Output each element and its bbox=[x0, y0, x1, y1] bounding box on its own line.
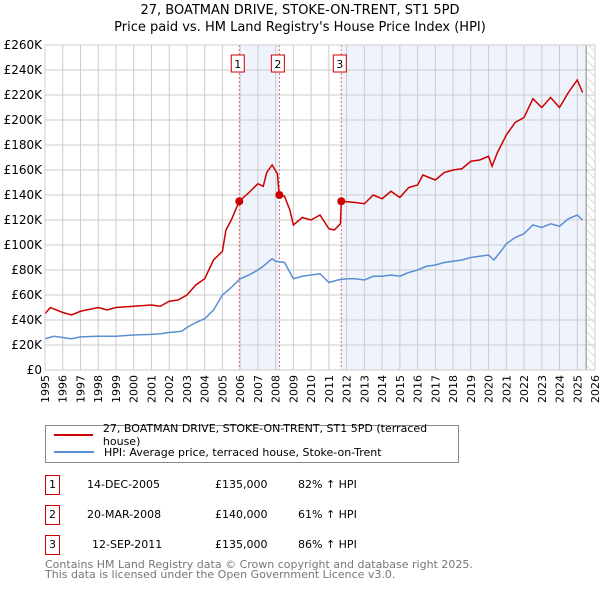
transaction-hpi: 82% ↑ HPI bbox=[298, 478, 357, 491]
y-tick-label: £60K bbox=[11, 288, 43, 302]
x-tick-label: 1997 bbox=[74, 375, 87, 403]
sale-marker-label: 3 bbox=[336, 58, 343, 71]
transaction-hpi: 61% ↑ HPI bbox=[298, 508, 357, 521]
x-tick-label: 2023 bbox=[536, 375, 549, 403]
x-tick-label: 2014 bbox=[376, 375, 389, 403]
transaction-hpi: 86% ↑ HPI bbox=[298, 538, 357, 551]
sale-point bbox=[275, 191, 284, 199]
y-tick-label: £100K bbox=[4, 238, 44, 252]
y-tick-label: £40K bbox=[11, 313, 43, 327]
chart-subtitle: Price paid vs. HM Land Registry's House … bbox=[114, 20, 486, 35]
transaction-date: 14-DEC-2005 bbox=[87, 478, 161, 491]
y-tick-label: £180K bbox=[4, 138, 44, 152]
legend: 27, BOATMAN DRIVE, STOKE-ON-TRENT, ST1 5… bbox=[45, 422, 459, 463]
x-tick-label: 2012 bbox=[341, 375, 354, 403]
shaded-region bbox=[341, 45, 587, 370]
x-tick-label: 2024 bbox=[554, 375, 567, 403]
transaction-price: £135,000 bbox=[215, 478, 268, 491]
x-tick-label: 2018 bbox=[447, 375, 460, 403]
plot-border bbox=[44, 44, 596, 371]
sale-marker-box bbox=[230, 54, 245, 73]
transaction-date: 20-MAR-2008 bbox=[87, 508, 162, 521]
transaction-number: 2 bbox=[45, 505, 60, 525]
y-tick-label: £80K bbox=[11, 263, 43, 277]
x-tick-label: 2021 bbox=[500, 375, 513, 403]
y-tick-label: £0 bbox=[27, 363, 42, 377]
x-tick-label: 2017 bbox=[429, 375, 442, 403]
footer: Contains HM Land Registry data © Crown c… bbox=[45, 558, 473, 581]
x-tick-label: 2026 bbox=[589, 375, 600, 403]
x-tick-label: 2011 bbox=[323, 375, 336, 403]
transaction-price: £135,000 bbox=[215, 538, 268, 551]
sale-point bbox=[235, 197, 244, 206]
sale-point bbox=[337, 197, 346, 206]
transaction-date: 12-SEP-2011 bbox=[92, 538, 163, 551]
property-price-line bbox=[44, 78, 584, 316]
legend-label-hpi: HPI: Average price, terraced house, Stok… bbox=[104, 445, 382, 459]
y-tick-label: £160K bbox=[4, 163, 44, 177]
x-tick-label: 2007 bbox=[252, 375, 265, 403]
footer-line-2: This data is licensed under the Open Gov… bbox=[45, 568, 396, 581]
transaction-price: £140,000 bbox=[215, 508, 268, 521]
x-tick-label: 2020 bbox=[483, 375, 496, 403]
y-tick-label: £200K bbox=[4, 113, 44, 127]
x-tick-label: 1995 bbox=[39, 375, 52, 403]
x-tick-label: 2008 bbox=[270, 375, 283, 403]
x-tick-label: 2019 bbox=[465, 375, 478, 403]
chart-title: 27, BOATMAN DRIVE, STOKE-ON-TRENT, ST1 5… bbox=[140, 3, 460, 18]
footer-line-1: Contains HM Land Registry data © Crown c… bbox=[45, 558, 473, 571]
x-tick-label: 1996 bbox=[57, 375, 70, 403]
legend-blue-line bbox=[54, 451, 94, 453]
sale-marker-box bbox=[270, 54, 285, 73]
y-tick-label: £20K bbox=[11, 338, 43, 352]
x-tick-label: 2010 bbox=[305, 375, 318, 403]
x-tick-label: 2022 bbox=[518, 375, 531, 403]
hpi-line bbox=[44, 214, 584, 340]
x-tick-label: 2013 bbox=[358, 375, 371, 403]
x-tick-label: 2003 bbox=[181, 375, 194, 403]
transaction-number: 3 bbox=[45, 535, 60, 555]
x-tick-label: 2000 bbox=[128, 375, 141, 403]
x-tick-label: 2001 bbox=[145, 375, 158, 403]
y-tick-label: £220K bbox=[4, 88, 44, 102]
shaded-region bbox=[239, 45, 280, 370]
plot-area: 1995 1996 1997 1998 1999 2000 2001 2002 2003 2004… bbox=[4, 38, 600, 403]
y-tick-label: £120K bbox=[4, 213, 44, 227]
y-tick-label: £140K bbox=[4, 188, 44, 202]
x-tick-label: 2002 bbox=[163, 375, 176, 403]
x-tick-label: 2015 bbox=[394, 375, 407, 403]
x-tick-label: 2005 bbox=[216, 375, 229, 403]
x-tick-label: 2009 bbox=[287, 375, 300, 403]
y-tick-label: £260K bbox=[4, 38, 44, 52]
transaction-row: 3 12-SEP-2011 £135,000 86% ↑ HPI bbox=[45, 535, 465, 555]
legend-label-property: 27, BOATMAN DRIVE, STOKE-ON-TRENT, ST1 5… bbox=[102, 422, 428, 448]
transaction-number: 1 bbox=[45, 475, 60, 495]
x-tick-label: 2016 bbox=[412, 375, 425, 403]
transaction-row: 2 20-MAR-2008 £140,000 61% ↑ HPI bbox=[45, 505, 465, 525]
x-tick-label: 2025 bbox=[571, 375, 584, 403]
forecast-hatch bbox=[586, 45, 595, 370]
legend-red-line bbox=[54, 434, 93, 436]
y-tick-label: £240K bbox=[4, 63, 44, 77]
sale-marker-label: 1 bbox=[234, 58, 241, 71]
transaction-row: 1 14-DEC-2005 £135,000 82% ↑ HPI bbox=[45, 475, 465, 495]
x-tick-label: 2004 bbox=[199, 375, 212, 403]
sale-marker-label: 2 bbox=[274, 58, 281, 71]
x-tick-label: 1999 bbox=[110, 375, 123, 403]
x-tick-label: 2006 bbox=[234, 375, 247, 403]
sale-marker-box bbox=[332, 54, 347, 73]
x-tick-label: 1998 bbox=[92, 375, 105, 403]
